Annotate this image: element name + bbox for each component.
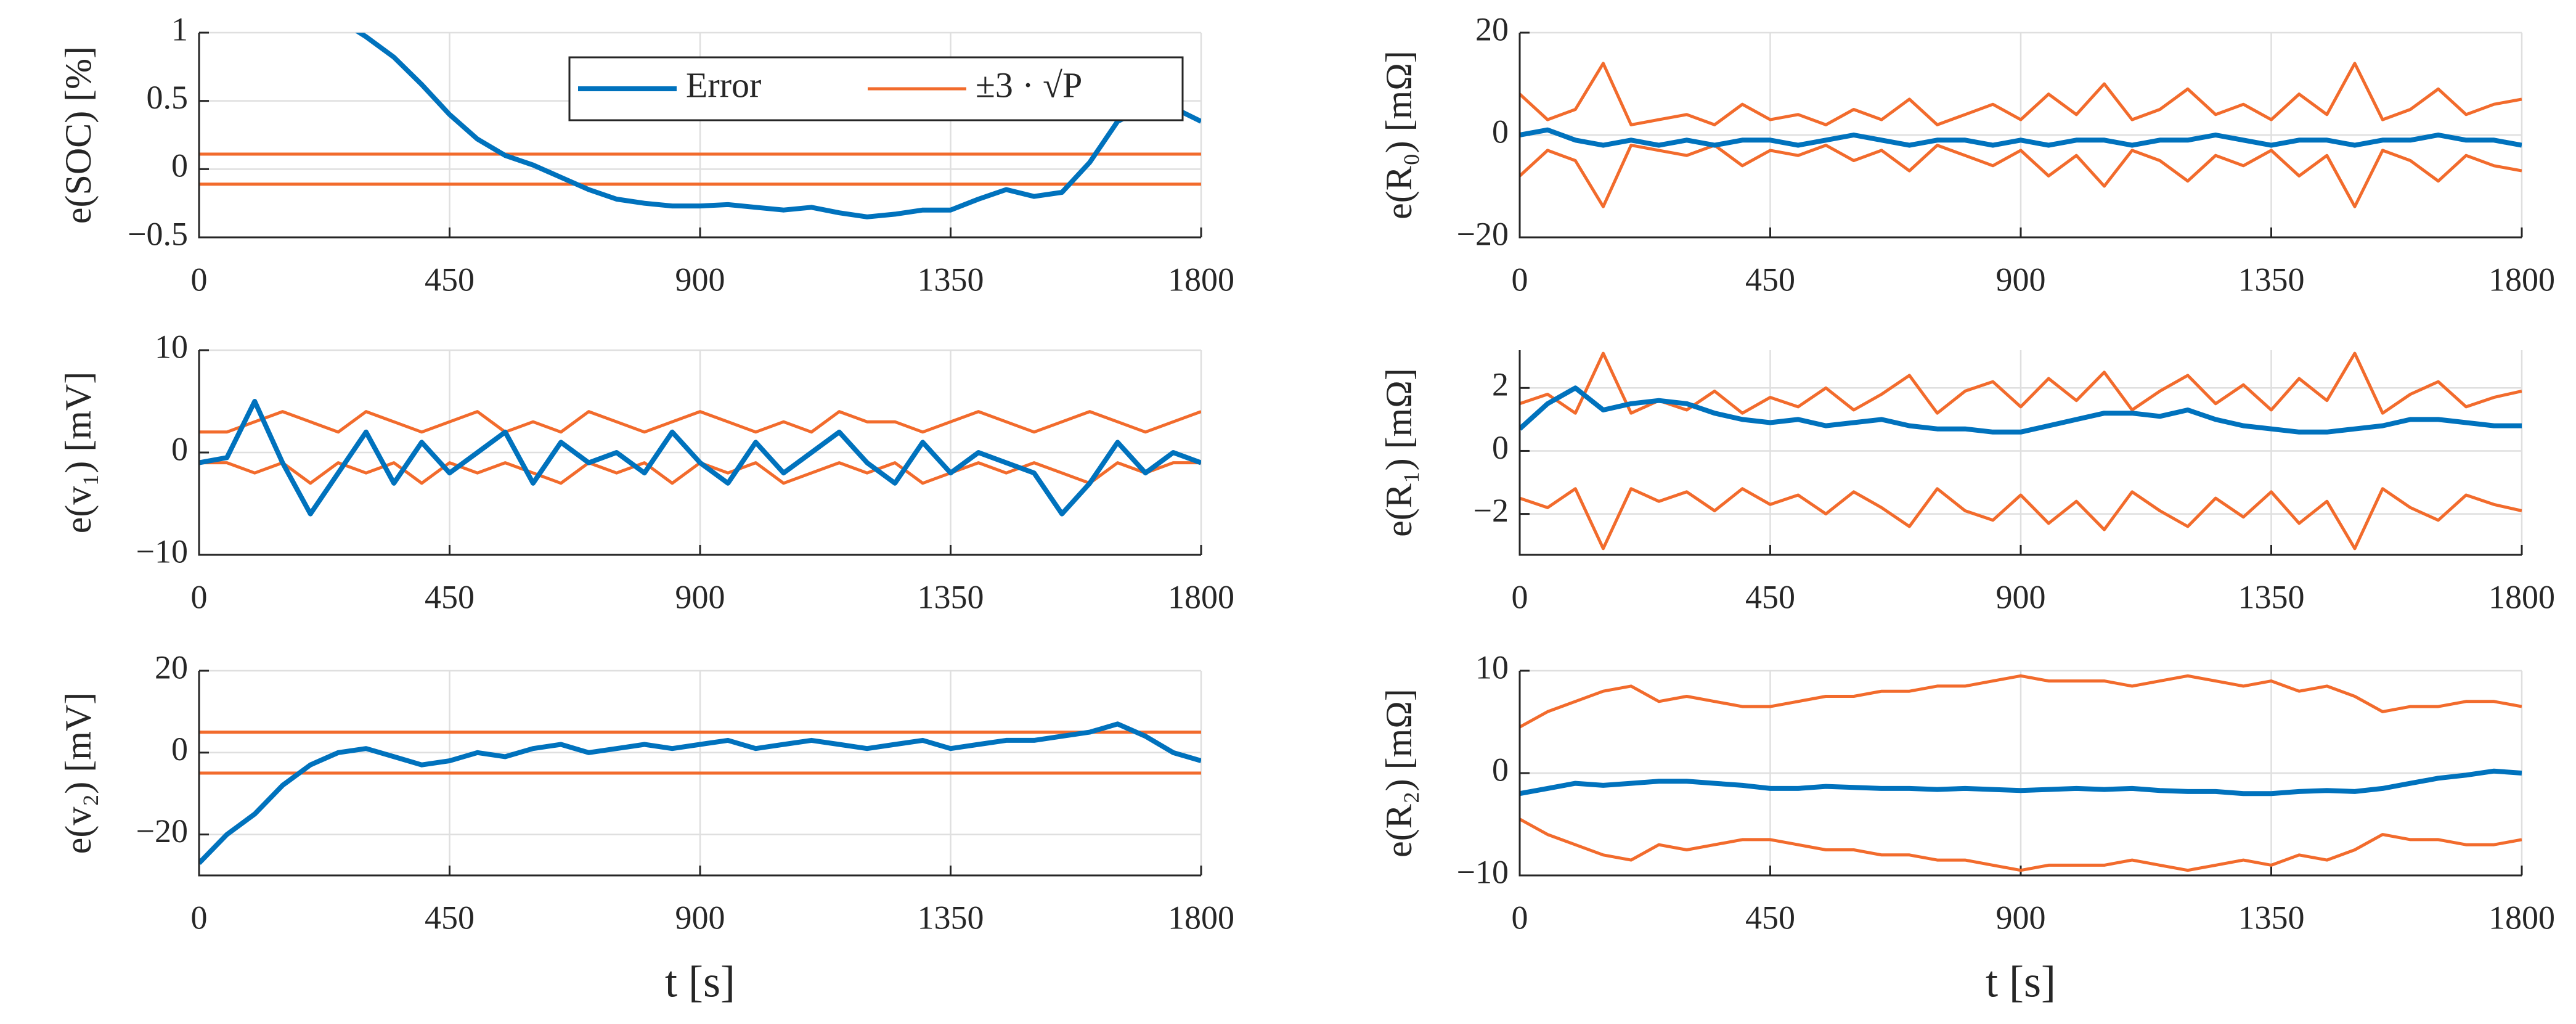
axes xyxy=(198,671,1201,877)
y-tick-label: 0.5 xyxy=(147,79,189,116)
series-line xyxy=(1520,127,2522,148)
y-axis-label: e(v₂) [mV] xyxy=(58,692,99,854)
y-tick-label: −2 xyxy=(1473,492,1509,529)
series-line xyxy=(199,721,1201,865)
series-line xyxy=(1520,487,2522,551)
y-axis-label: e(R₂) [mΩ] xyxy=(1379,689,1419,858)
y-tick-label: 20 xyxy=(155,649,188,686)
x-tick-label: 450 xyxy=(1745,899,1795,936)
series-line xyxy=(1520,768,2522,797)
x-tick-label: 450 xyxy=(1745,261,1795,298)
y-tick-label: −20 xyxy=(136,813,188,850)
y-tick-label: 0 xyxy=(171,147,188,184)
x-axis-label: t [s] xyxy=(1986,957,2056,1007)
axes xyxy=(198,350,1201,556)
y-tick-label: 10 xyxy=(1475,649,1509,686)
y-tick-label: 2 xyxy=(1492,366,1509,403)
y-tick-label: −0.5 xyxy=(128,215,188,252)
y-tick-label: 1 xyxy=(171,10,188,47)
series-line xyxy=(355,33,1201,219)
x-tick-label: 0 xyxy=(191,899,208,936)
subplot: 0 450 900 1350 1800−0.500.51e(SOC) [%] Error ±… xyxy=(58,10,1234,298)
x-tick-label: 1800 xyxy=(2488,899,2555,936)
x-tick-label: 1350 xyxy=(918,899,984,936)
legend-label: ±3 · √P xyxy=(976,65,1082,105)
series-line xyxy=(1520,817,2522,872)
x-tick-label: 1800 xyxy=(1168,261,1234,298)
y-tick-label: −10 xyxy=(1457,853,1509,890)
subplot: 0 450 900 1350 1800 −2 0 2 e(R₁) [mΩ] xyxy=(1379,350,2555,615)
x-tick-label: 0 xyxy=(191,578,208,615)
x-tick-label: 0 xyxy=(1512,578,1528,615)
x-tick-label: 450 xyxy=(1745,578,1795,615)
x-tick-label: 1800 xyxy=(1168,899,1234,936)
series-line xyxy=(1520,144,2522,208)
axes xyxy=(1518,350,2522,556)
y-tick-label: 0 xyxy=(1492,751,1509,788)
x-tick-label: 900 xyxy=(675,899,725,936)
y-tick-label: 0 xyxy=(171,731,188,768)
y-tick-label: −20 xyxy=(1457,215,1509,252)
x-tick-label: 1350 xyxy=(918,261,984,298)
x-tick-label: 0 xyxy=(1512,899,1528,936)
legend-label: Error xyxy=(686,65,761,105)
x-tick-label: 0 xyxy=(1512,261,1528,298)
x-tick-label: 0 xyxy=(191,261,208,298)
x-tick-label: 900 xyxy=(675,578,725,615)
y-tick-label: −10 xyxy=(136,533,188,570)
x-tick-label: 900 xyxy=(675,261,725,298)
x-tick-label: 1350 xyxy=(2238,261,2305,298)
x-tick-label: 900 xyxy=(1996,261,2046,298)
y-axis-label: e(SOC) [%] xyxy=(58,46,99,224)
y-tick-label: 0 xyxy=(1492,429,1509,466)
axes xyxy=(1518,671,2522,877)
y-axis-label: e(v₁) [mV] xyxy=(58,372,99,533)
x-tick-label: 1800 xyxy=(1168,578,1234,615)
y-tick-label: 10 xyxy=(155,328,188,365)
axes xyxy=(198,33,1201,239)
series-line xyxy=(199,410,1201,434)
series-line xyxy=(1520,385,2522,435)
legend: Error ±3 · √P xyxy=(568,56,1184,121)
x-tick-label: 1350 xyxy=(2238,899,2305,936)
x-tick-label: 1800 xyxy=(2488,578,2555,615)
x-tick-label: 1350 xyxy=(918,578,984,615)
series-line xyxy=(199,399,1201,517)
x-tick-label: 1800 xyxy=(2488,261,2555,298)
x-tick-label: 900 xyxy=(1996,899,2046,936)
y-axis-label: e(R₁) [mΩ] xyxy=(1379,368,1419,537)
x-tick-label: 900 xyxy=(1996,578,2046,615)
series-line xyxy=(1520,351,2522,415)
subplot: 0 450 900 1350 1800 −20 0 20 e(v₂) [mV] t [s] xyxy=(58,649,1234,1006)
y-axis-label: e(R₀) [mΩ] xyxy=(1379,51,1419,219)
y-tick-label: 0 xyxy=(171,430,188,467)
x-tick-label: 1350 xyxy=(2238,578,2305,615)
y-tick-label: 20 xyxy=(1475,10,1509,47)
series-line xyxy=(1520,62,2522,126)
x-tick-label: 450 xyxy=(425,578,475,615)
axes xyxy=(1518,33,2522,239)
series-line xyxy=(1520,674,2522,729)
x-tick-label: 450 xyxy=(425,899,475,936)
x-tick-label: 450 xyxy=(425,261,475,298)
x-axis-label: t [s] xyxy=(665,957,735,1007)
y-tick-label: 0 xyxy=(1492,113,1509,150)
